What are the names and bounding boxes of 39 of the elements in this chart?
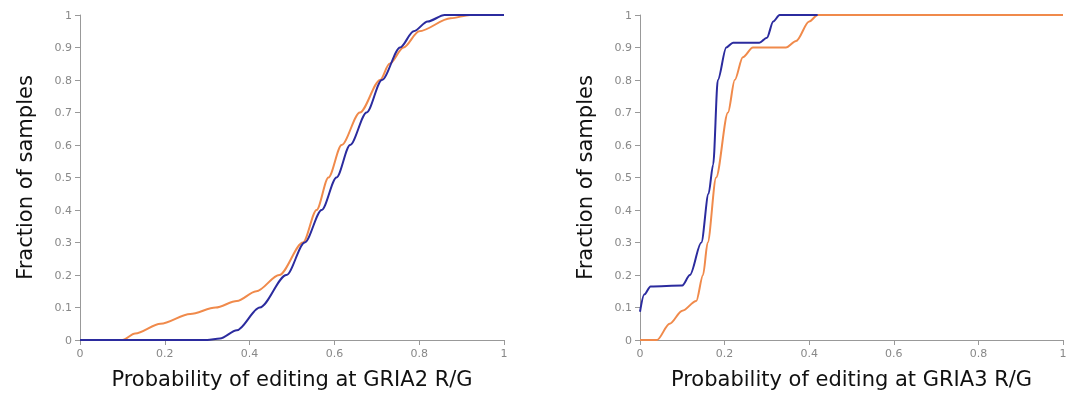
y-tick-label: 0.5	[614, 171, 632, 184]
y-tick-label: 0.7	[614, 106, 632, 119]
y-tick-label: 1	[625, 8, 632, 22]
y-tick-label: 0.3	[54, 236, 72, 249]
y-tick-label: 0.8	[54, 73, 72, 87]
y-tick-label: 0.1	[614, 301, 632, 314]
y-tick-label: 0.4	[54, 203, 72, 217]
x-tick-label: 0	[636, 347, 644, 360]
y-tick-label: 0.7	[54, 106, 72, 119]
y-axis-title: Fraction of samples	[12, 75, 37, 280]
x-tick-label: 1	[1059, 347, 1067, 360]
y-tick-label: 0.9	[54, 41, 72, 54]
y-tick-label: 0.5	[54, 171, 72, 184]
x-axis-title: Probability of editing at GRIA2 R/G	[111, 366, 473, 391]
y-tick-label: 0.2	[54, 268, 72, 282]
x-tick-label: 0.4	[800, 347, 818, 360]
x-tick-label: 0	[76, 347, 84, 360]
y-tick-label: 0.1	[54, 301, 72, 314]
y-tick-label: 0.6	[614, 138, 632, 152]
x-tick-label: 0.6	[325, 347, 344, 360]
y-tick-label: 0.9	[614, 41, 632, 54]
y-tick-label: 0.8	[614, 73, 632, 87]
y-axis-title: Fraction of samples	[572, 75, 597, 280]
x-tick-label: 0.8	[969, 347, 988, 360]
y-tick-label: 0.6	[54, 138, 72, 152]
x-tick-label: 0.8	[410, 347, 428, 360]
x-tick-label: 1	[500, 347, 508, 360]
x-tick-label: 0.2	[156, 347, 174, 360]
line-series	[639, 14, 819, 313]
x-axis-title: Probability of editing at GRIA3 R/G	[670, 366, 1033, 391]
y-tick-label: 0	[65, 333, 72, 347]
y-tick-label: 0.2	[614, 268, 632, 282]
y-tick-label: 0.3	[614, 236, 632, 249]
x-tick-label: 0.4	[240, 347, 259, 360]
y-tick-label: 0.4	[614, 203, 632, 217]
x-tick-label: 0.2	[715, 347, 734, 360]
y-tick-label: 1	[65, 8, 72, 22]
x-tick-label: 0.6	[885, 347, 903, 360]
y-tick-label: 0	[625, 333, 632, 347]
